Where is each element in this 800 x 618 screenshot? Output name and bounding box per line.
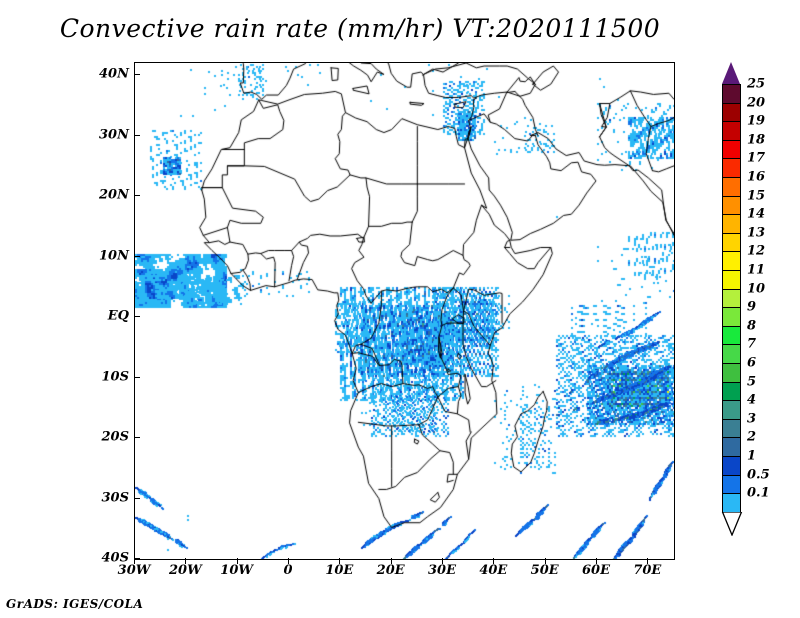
colorbar-swatch <box>722 288 741 309</box>
colorbar-under-arrow-outline <box>721 511 743 536</box>
colorbar-swatch <box>722 195 741 216</box>
y-tick-label: 20N <box>99 187 129 203</box>
x-tick-label: 70E <box>633 563 662 578</box>
colorbar-tick-label: 6 <box>747 355 757 371</box>
colorbar-swatch <box>722 84 741 104</box>
colorbar-swatch <box>722 344 741 364</box>
colorbar-swatch <box>722 437 741 457</box>
colorbar-swatch <box>722 270 741 290</box>
x-tick-label: 60E <box>582 563 610 578</box>
colorbar-tick-label: 18 <box>747 132 766 148</box>
x-tick-mark <box>288 558 289 564</box>
y-tick-mark <box>134 74 140 76</box>
colorbar-swatch <box>722 456 741 476</box>
colorbar-tick-label: 15 <box>747 188 766 204</box>
colorbar-swatch <box>722 214 741 234</box>
x-tick-label: 20W <box>168 563 202 578</box>
colorbar-swatch <box>722 102 741 123</box>
y-tick-mark <box>134 437 140 439</box>
x-tick-label: 30E <box>428 563 456 578</box>
colorbar-swatch <box>722 363 741 383</box>
colorbar-tick-label: 1 <box>747 448 757 464</box>
colorbar-tick-label: 17 <box>747 150 766 166</box>
y-tick-mark <box>134 558 140 559</box>
colorbar-tick-label: 20 <box>747 95 766 111</box>
colorbar-tick-label: 9 <box>747 299 757 315</box>
colorbar-over-arrow-icon <box>722 62 740 84</box>
y-tick-mark <box>134 134 140 136</box>
rain-rate-raster <box>135 63 674 559</box>
colorbar-swatch <box>722 400 741 420</box>
x-tick-mark <box>134 558 135 564</box>
colorbar-swatch <box>722 139 741 160</box>
y-tick-label: 30S <box>101 490 129 505</box>
y-tick-mark <box>134 195 140 197</box>
colorbar-tick-label: 11 <box>747 262 766 278</box>
colorbar-tick-label: 3 <box>747 411 757 427</box>
colorbar-swatch <box>722 158 741 178</box>
x-tick-mark <box>185 558 187 564</box>
y-tick-label: 20S <box>101 429 129 445</box>
colorbar-swatch <box>722 493 741 513</box>
colorbar-tick-label: 16 <box>747 169 766 185</box>
colorbar: 25 20 19 18 17 16 15 14 13 12 11 10 9 8 7 6 5 4 3 2 1 0.5 0.1 <box>721 62 791 562</box>
x-tick-mark <box>493 558 495 564</box>
y-axis-labels: 40N 30N 20N 10N EQ 10S 20S 30S 40S <box>96 62 129 566</box>
colorbar-tick-label: 7 <box>747 336 757 352</box>
page-title: Convective rain rate (mm/hr) VT:20201115… <box>59 14 661 43</box>
colorbar-swatch <box>722 381 741 402</box>
colorbar-tick-label: 10 <box>747 281 766 297</box>
x-tick-mark <box>544 558 546 564</box>
colorbar-tick-label: 0.1 <box>747 485 770 501</box>
colorbar-tick-label: 14 <box>747 206 766 222</box>
y-tick-label: EQ <box>107 308 129 324</box>
x-tick-label: 40E <box>479 563 508 578</box>
colorbar-swatch <box>722 307 741 327</box>
y-tick-mark <box>134 255 140 257</box>
y-tick-label: 10N <box>99 248 129 264</box>
x-tick-mark <box>236 558 238 564</box>
x-tick-mark <box>647 558 649 564</box>
x-tick-mark <box>339 558 341 564</box>
grads-attribution: GrADS: IGES/COLA <box>6 597 144 611</box>
y-tick-mark <box>134 376 140 378</box>
colorbar-tick-label: 0.5 <box>747 467 770 483</box>
x-tick-mark <box>442 558 443 564</box>
x-tick-label: 0 <box>283 563 293 578</box>
y-tick-label: 40S <box>101 550 129 566</box>
colorbar-swatch <box>722 177 741 197</box>
map-plot-area <box>134 62 675 560</box>
x-tick-label: 50E <box>530 563 559 578</box>
colorbar-tick-label: 25 <box>747 76 766 92</box>
y-tick-mark <box>134 316 140 318</box>
x-axis-labels: 30W 20W 10W 0 10E 20E 30E 40E 50E 60E 70E <box>0 563 800 583</box>
x-tick-label: 10W <box>220 563 254 578</box>
colorbar-tick-label: 5 <box>747 374 757 390</box>
x-tick-label: 30W <box>117 563 151 578</box>
colorbar-swatch <box>722 232 741 253</box>
x-tick-mark <box>596 558 597 564</box>
colorbar-swatch <box>722 325 741 346</box>
colorbar-swatch <box>722 251 741 271</box>
x-tick-label: 20E <box>376 563 405 578</box>
y-tick-label: 30N <box>99 127 129 143</box>
colorbar-tick-label: 2 <box>747 429 757 445</box>
y-tick-mark <box>134 497 140 499</box>
colorbar-tick-label: 19 <box>747 113 766 129</box>
x-tick-label: 10E <box>325 563 354 578</box>
y-tick-label: 10S <box>101 369 129 385</box>
y-tick-label: 40N <box>99 66 129 82</box>
colorbar-tick-label: 13 <box>747 225 766 241</box>
colorbar-swatch <box>722 418 741 439</box>
colorbar-tick-label: 8 <box>747 318 757 334</box>
colorbar-tick-label: 4 <box>747 392 757 408</box>
colorbar-tick-label: 12 <box>747 243 766 259</box>
x-tick-mark <box>390 558 392 564</box>
colorbar-swatch <box>722 474 741 495</box>
colorbar-swatch <box>722 121 741 141</box>
